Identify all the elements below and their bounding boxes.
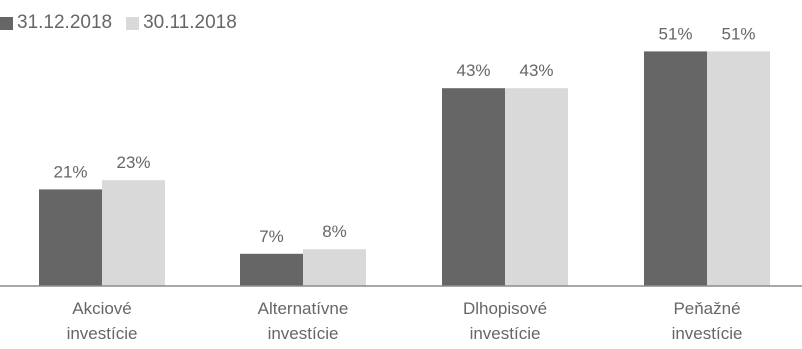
legend-swatch-series-2 [126, 16, 140, 30]
bar-4-series-1 [644, 51, 707, 287]
data-label-2-series-1: 7% [259, 227, 284, 246]
bar-2-series-2 [303, 249, 366, 286]
legend-label-series-2: 30.11.2018 [143, 12, 237, 33]
legend-swatch-series-1 [0, 16, 13, 30]
data-label-3-series-1: 43% [456, 61, 490, 80]
data-label-4-series-1: 51% [658, 24, 692, 43]
data-label-4-series-2: 51% [721, 24, 755, 43]
data-label-1-series-1: 21% [53, 162, 87, 181]
category-label-2-line-2: investície [268, 324, 339, 343]
data-label-2-series-2: 8% [322, 222, 347, 241]
bar-3-series-2 [505, 88, 568, 286]
legend-item-series-1: 31.12.2018 [0, 12, 112, 34]
category-label-3-line-2: investície [470, 324, 541, 343]
category-label-2-line-1: Alternatívne [258, 299, 349, 318]
bar-4-series-2 [707, 51, 770, 287]
category-label-1-line-1: Akciové [72, 299, 132, 318]
bar-1-series-1 [39, 189, 102, 286]
category-label-1-line-2: investície [67, 324, 138, 343]
category-label-3-line-1: Dlhopisové [463, 299, 547, 318]
chart-legend: 31.12.2018 30.11.2018 [0, 12, 251, 34]
bar-3-series-1 [442, 88, 505, 286]
bar-1-series-2 [102, 180, 165, 286]
legend-label-series-1: 31.12.2018 [17, 12, 113, 33]
category-label-4-line-2: investície [672, 324, 743, 343]
legend-item-series-2: 30.11.2018 [126, 12, 237, 34]
data-label-3-series-2: 43% [519, 61, 553, 80]
category-label-4-line-1: Peňažné [673, 299, 740, 318]
data-label-1-series-2: 23% [116, 153, 150, 172]
bar-2-series-1 [240, 253, 303, 286]
